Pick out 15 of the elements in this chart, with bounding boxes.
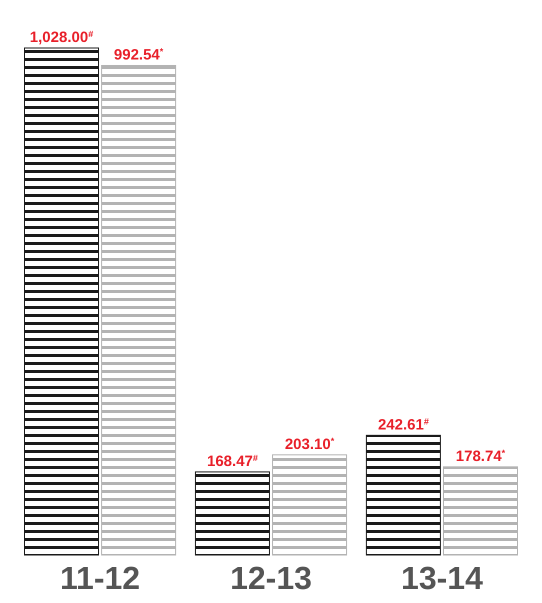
x-tick-label: 13-14 — [401, 560, 484, 596]
data-label: 242.61$^{#}$ — [378, 416, 429, 434]
bar — [442, 466, 518, 556]
data-label: 178.74$^{*}$ — [456, 448, 506, 465]
data-label: 203.10$^{*}$ — [284, 436, 335, 453]
bar — [194, 471, 270, 556]
data-label: 168.47$^{#}$ — [207, 452, 258, 470]
bar — [101, 64, 176, 556]
data-label: 992.54$^{*}$ — [114, 46, 164, 64]
bar — [366, 434, 441, 556]
data-label: 1,028.00$^{#}$ — [30, 29, 94, 46]
bar — [24, 48, 100, 556]
x-tick-label: 11-12 — [60, 560, 140, 596]
x-tick-label: 12-13 — [230, 560, 312, 596]
bar — [272, 454, 348, 556]
